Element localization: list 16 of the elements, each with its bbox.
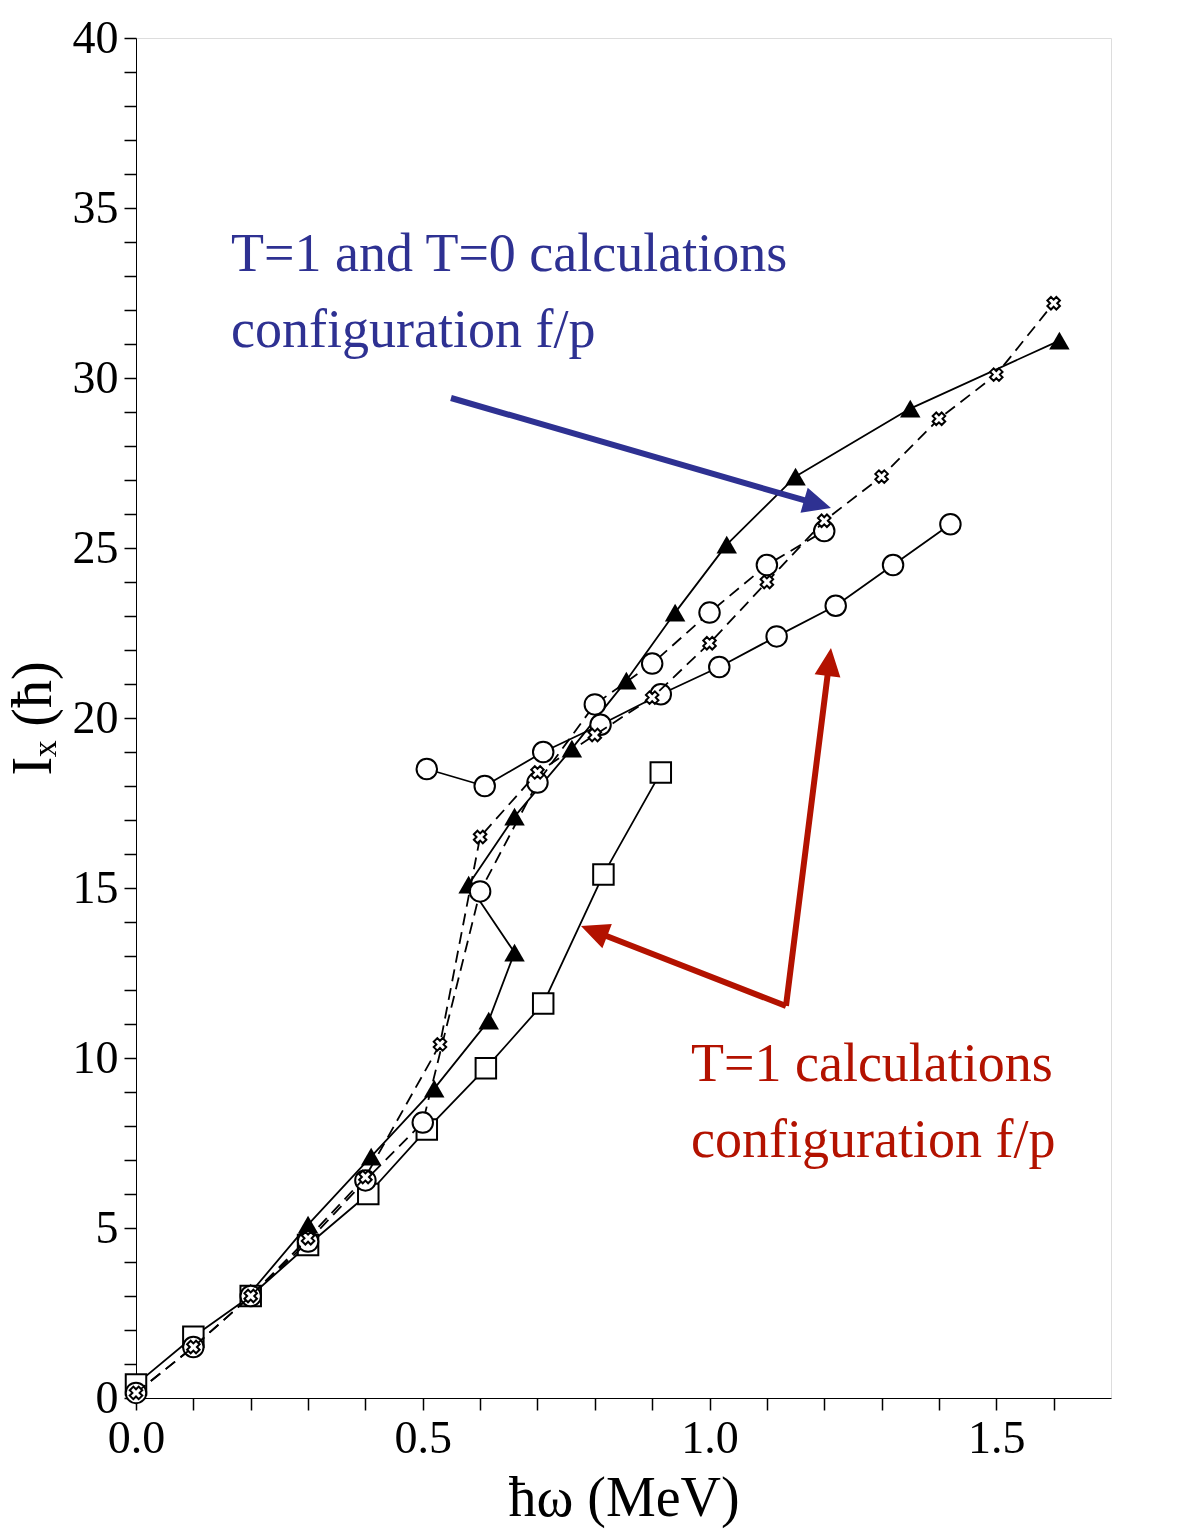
y-tick-label: 15	[72, 861, 119, 913]
annotation: T=1 calculations configuration f/p	[691, 1033, 1056, 1169]
y-tick-label: 30	[72, 351, 119, 403]
y-tick-label: 25	[72, 521, 119, 573]
annotation: T=1 and T=0 calculations configuration f/p	[231, 223, 788, 359]
x-tick-label: 1.0	[681, 1411, 739, 1463]
y-axis-title: Iₓ (ħ)	[0, 661, 64, 776]
y-tick-label: 40	[72, 11, 119, 63]
y-tick-label: 20	[72, 691, 119, 743]
y-tick-label: 10	[72, 1031, 119, 1083]
x-axis-title: ħω (MeV)	[508, 1465, 740, 1529]
y-tick-label: 0	[95, 1371, 119, 1423]
x-tick-label: 0.5	[394, 1411, 453, 1463]
x-tick-label: 1.5	[968, 1411, 1026, 1463]
y-tick-label: 5	[95, 1201, 119, 1253]
y-tick-label: 35	[72, 181, 119, 233]
